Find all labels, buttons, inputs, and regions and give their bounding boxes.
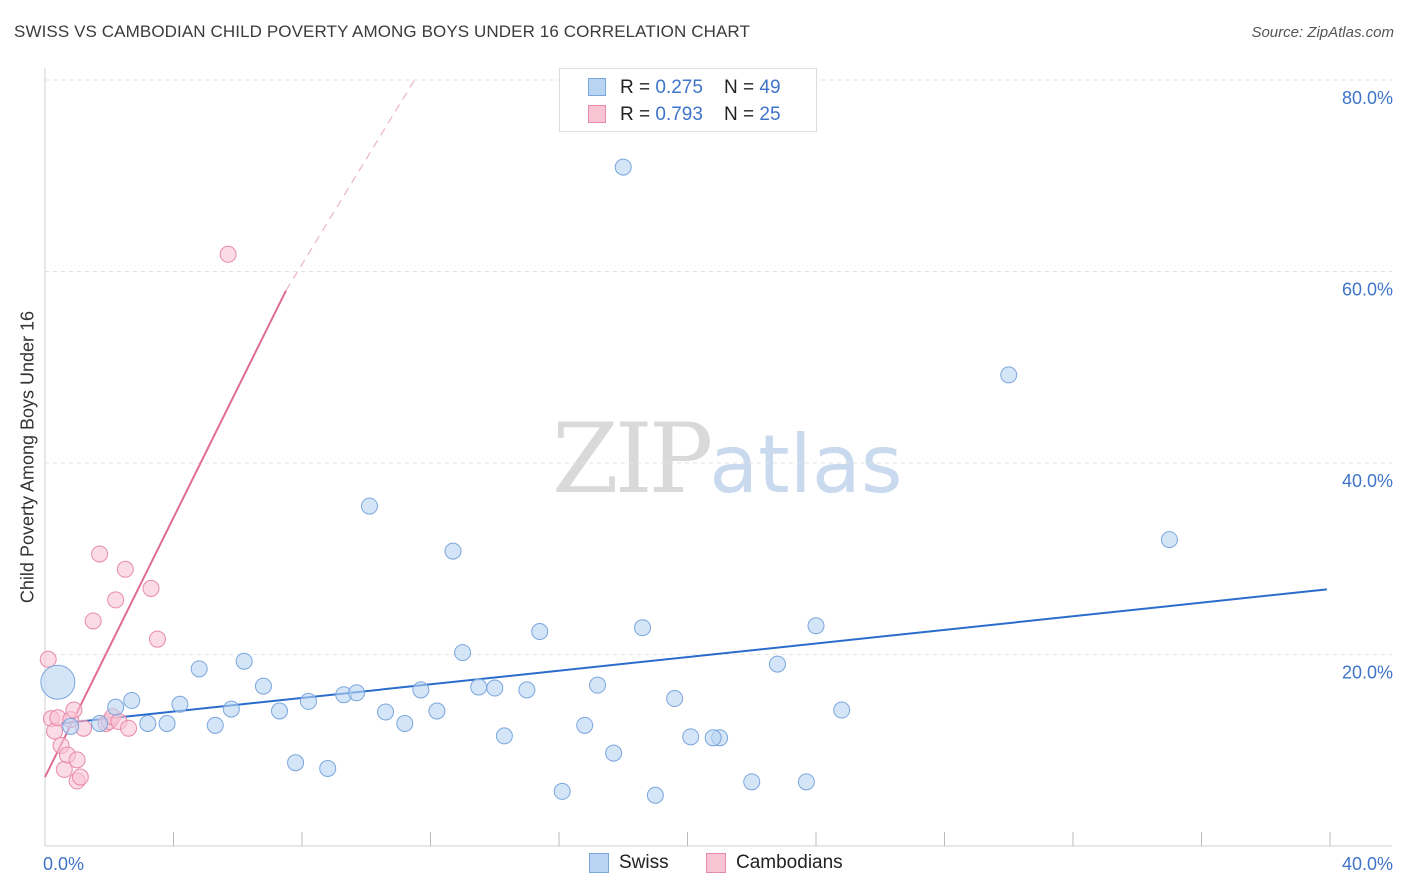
swiss-point [576, 716, 594, 734]
legend-swatch-cambodians [588, 105, 606, 123]
cambodian-point [39, 650, 57, 668]
data-points [39, 158, 1178, 804]
swiss-point [235, 652, 253, 670]
legend-camb-n-value: 25 [759, 104, 781, 125]
cambodian-point [142, 579, 160, 597]
swiss-point [287, 754, 305, 772]
correlation-legend: R = 0.275 N = 49 R = 0.793 N = 25 [559, 68, 817, 132]
watermark-atlas: atlas [709, 418, 903, 511]
watermark: ZIPatlas [552, 403, 903, 515]
swiss-point [171, 695, 189, 713]
swiss-point [1000, 366, 1018, 384]
watermark-zip: ZIP [552, 403, 713, 515]
swiss-point [412, 681, 430, 699]
swiss-point [486, 679, 504, 697]
legend-swiss-n-value: 49 [759, 77, 781, 98]
swiss-point [704, 729, 722, 747]
legend-camb-n-label: N = [724, 104, 760, 125]
cambodian-point [116, 560, 134, 578]
cambodian-point [148, 630, 166, 648]
source-label: Source: ZipAtlas.com [1251, 24, 1394, 41]
swiss-point [139, 714, 157, 732]
swiss-point [206, 716, 224, 734]
cambodian-point [71, 768, 89, 786]
legend-swiss-n-label: N = [724, 77, 760, 98]
swiss-trend-line [60, 588, 1327, 725]
swiss-point [396, 714, 414, 732]
x-tick-label-max: 40.0% [1342, 854, 1393, 874]
swiss-point [797, 773, 815, 791]
cambodian-point [219, 245, 237, 263]
swiss-point [360, 497, 378, 515]
y-tick-label: 20.0% [1342, 663, 1393, 683]
cambodian-point [91, 545, 109, 563]
swiss-point [254, 677, 272, 695]
swiss-point [768, 655, 786, 673]
trend-lines [44, 79, 1327, 778]
y-axis-title: Child Poverty Among Boys Under 16 [17, 310, 38, 604]
swiss-point [634, 619, 652, 637]
cambodian-trend-extension [285, 79, 415, 291]
swiss-point [319, 759, 337, 777]
swiss-point [553, 782, 571, 800]
legend-camb-r-value: 0.793 [655, 104, 703, 125]
swiss-point [531, 623, 549, 641]
swiss-point [807, 617, 825, 635]
swiss-point [646, 786, 664, 804]
legend-camb-r-label: R = [620, 104, 656, 125]
bottom-label-cambodians: Cambodians [736, 852, 843, 873]
cambodian-trend-line [44, 290, 287, 778]
swiss-point [123, 691, 141, 709]
swiss-point [158, 714, 176, 732]
cambodian-point [120, 719, 138, 737]
swiss-point [589, 676, 607, 694]
swiss-point [833, 701, 851, 719]
bottom-label-swiss: Swiss [619, 852, 669, 873]
swiss-point [299, 692, 317, 710]
y-tick-label: 60.0% [1342, 280, 1393, 300]
swiss-point [454, 644, 472, 662]
swiss-point [605, 744, 623, 762]
swiss-point [62, 717, 80, 735]
swiss-point-large [40, 664, 76, 700]
swiss-point [470, 678, 488, 696]
bottom-swatch-swiss [589, 853, 609, 873]
cambodian-point [84, 612, 102, 630]
tick-labels: 20.0% 40.0% 60.0% 80.0% 0.0% 40.0% [43, 88, 1393, 874]
legend-swiss-r-label: R = [620, 77, 656, 98]
swiss-point [1160, 531, 1178, 549]
chart-title: SWISS VS CAMBODIAN CHILD POVERTY AMONG B… [14, 22, 750, 41]
swiss-point [107, 698, 125, 716]
cambodian-point [65, 701, 83, 719]
swiss-point [444, 542, 462, 560]
bottom-swatch-cambodians [706, 853, 726, 873]
swiss-point [518, 681, 536, 699]
swiss-point [91, 714, 109, 732]
legend-swatch-swiss [588, 78, 606, 96]
swiss-point [190, 660, 208, 678]
legend-swiss-r-value: 0.275 [655, 77, 703, 98]
swiss-point [271, 702, 289, 720]
swiss-point [743, 773, 761, 791]
axes [44, 68, 1392, 847]
y-tick-label: 40.0% [1342, 471, 1393, 491]
x-tick-label-min: 0.0% [43, 854, 84, 874]
swiss-point [614, 158, 632, 176]
swiss-point [428, 702, 446, 720]
swiss-point [377, 703, 395, 721]
swiss-point [222, 700, 240, 718]
swiss-point [495, 727, 513, 745]
swiss-point [682, 728, 700, 746]
swiss-point [348, 684, 366, 702]
cambodian-point [107, 591, 125, 609]
cambodian-point [68, 751, 86, 769]
swiss-point [666, 690, 684, 708]
y-tick-label: 80.0% [1342, 88, 1393, 108]
